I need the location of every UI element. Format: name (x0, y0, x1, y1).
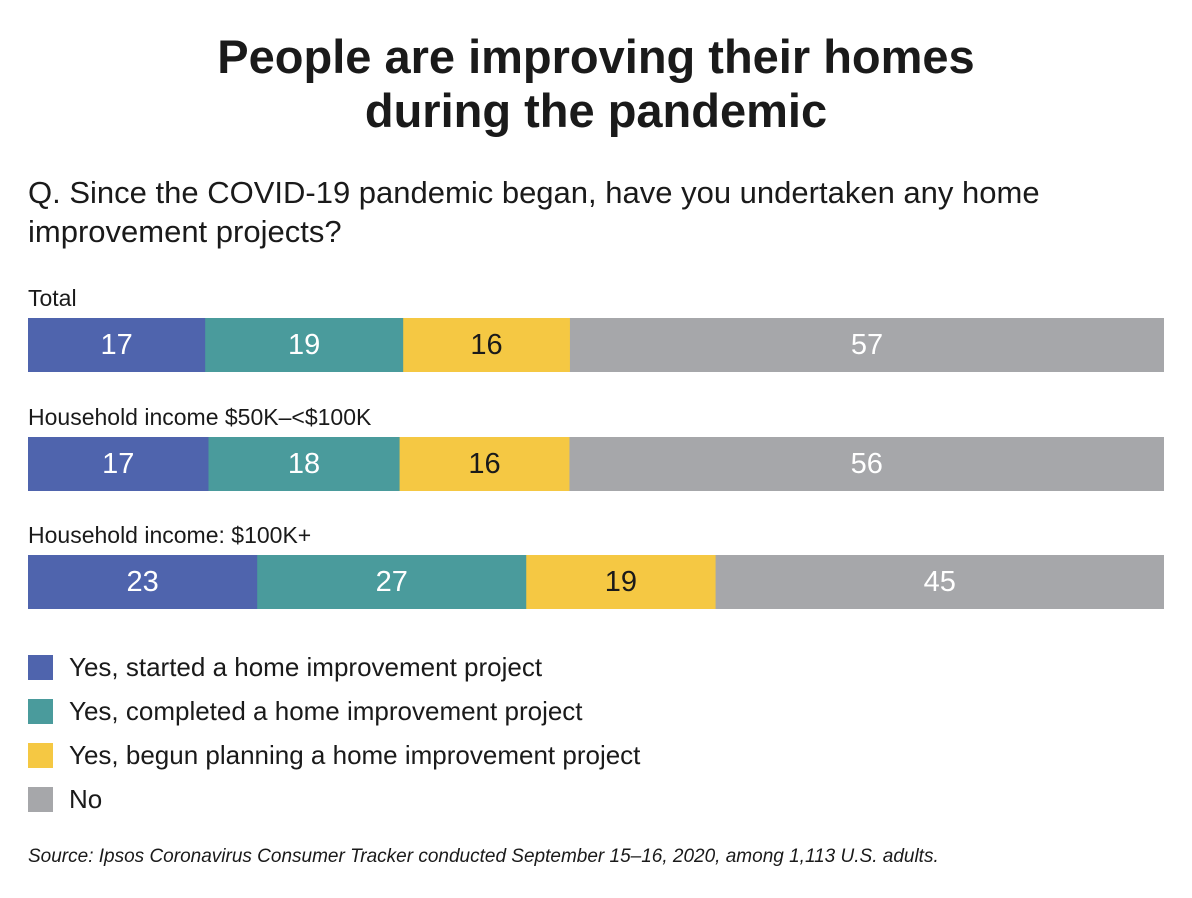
legend-item-started: Yes, started a home improvement project (28, 645, 640, 689)
bar-label-income-100k-plus: Household income: $100K+ (28, 522, 312, 548)
bar-label-income-50k-100k: Household income $50K–<$100K (28, 404, 372, 430)
legend-item-no: No (28, 777, 640, 821)
bar-segment-started (28, 555, 258, 609)
legend-swatch-planning (28, 742, 53, 768)
bar-value-label-planning: 16 (470, 329, 502, 361)
bar-segment-started (28, 318, 206, 372)
bar-segment-completed (205, 318, 404, 372)
bar-value-label-completed: 27 (376, 566, 408, 598)
source-note: Source: Ipsos Coronavirus Consumer Track… (28, 846, 939, 867)
bar-segment-no (569, 437, 1164, 491)
bar-income-100k-plus: 23 27 19 45 (28, 555, 1164, 609)
legend-label-started: Yes, started a home improvement project (69, 651, 543, 682)
bar-value-label-started: 17 (100, 329, 132, 361)
bar-value-label-planning: 19 (605, 566, 637, 598)
bar-value-label-no: 57 (851, 329, 883, 361)
bar-segment-planning (526, 555, 717, 609)
legend-swatch-no (28, 786, 53, 812)
legend-item-completed: Yes, completed a home improvement projec… (28, 689, 640, 733)
bar-value-label-completed: 19 (288, 329, 320, 361)
bar-value-label-started: 23 (126, 566, 158, 598)
chart-title-line-1: People are improving their homes (217, 30, 975, 83)
bar-value-label-planning: 16 (468, 448, 500, 480)
survey-question: Q. Since the COVID-19 pandemic began, ha… (28, 175, 1040, 249)
bar-segment-no (715, 555, 1164, 609)
bar-label-total: Total (28, 285, 77, 311)
legend-swatch-started (28, 654, 53, 680)
legend-label-planning: Yes, begun planning a home improvement p… (69, 739, 641, 770)
legend-label-no: No (69, 783, 103, 814)
bar-value-label-completed: 18 (288, 448, 320, 480)
bar-value-label-no: 45 (924, 566, 956, 598)
bar-segment-started (28, 437, 209, 491)
bar-segment-planning (399, 437, 570, 491)
chart-title-line-2: during the pandemic (364, 84, 828, 137)
bar-value-label-no: 56 (851, 448, 883, 480)
legend-item-planning: Yes, begun planning a home improvement p… (28, 733, 640, 777)
chart-legend: Yes, started a home improvement project … (28, 645, 640, 821)
chart-title: People are improving their homes during … (0, 30, 1192, 138)
bar-segment-planning (403, 318, 571, 372)
bar-segment-completed (208, 437, 401, 491)
legend-swatch-completed (28, 698, 53, 724)
bar-segment-completed (257, 555, 527, 609)
legend-label-completed: Yes, completed a home improvement projec… (69, 695, 583, 726)
bar-segment-no (569, 318, 1164, 372)
bar-value-label-started: 17 (102, 448, 134, 480)
bar-total: 17 19 16 57 (28, 318, 1164, 372)
bar-income-50k-100k: 17 18 16 56 (28, 437, 1164, 491)
